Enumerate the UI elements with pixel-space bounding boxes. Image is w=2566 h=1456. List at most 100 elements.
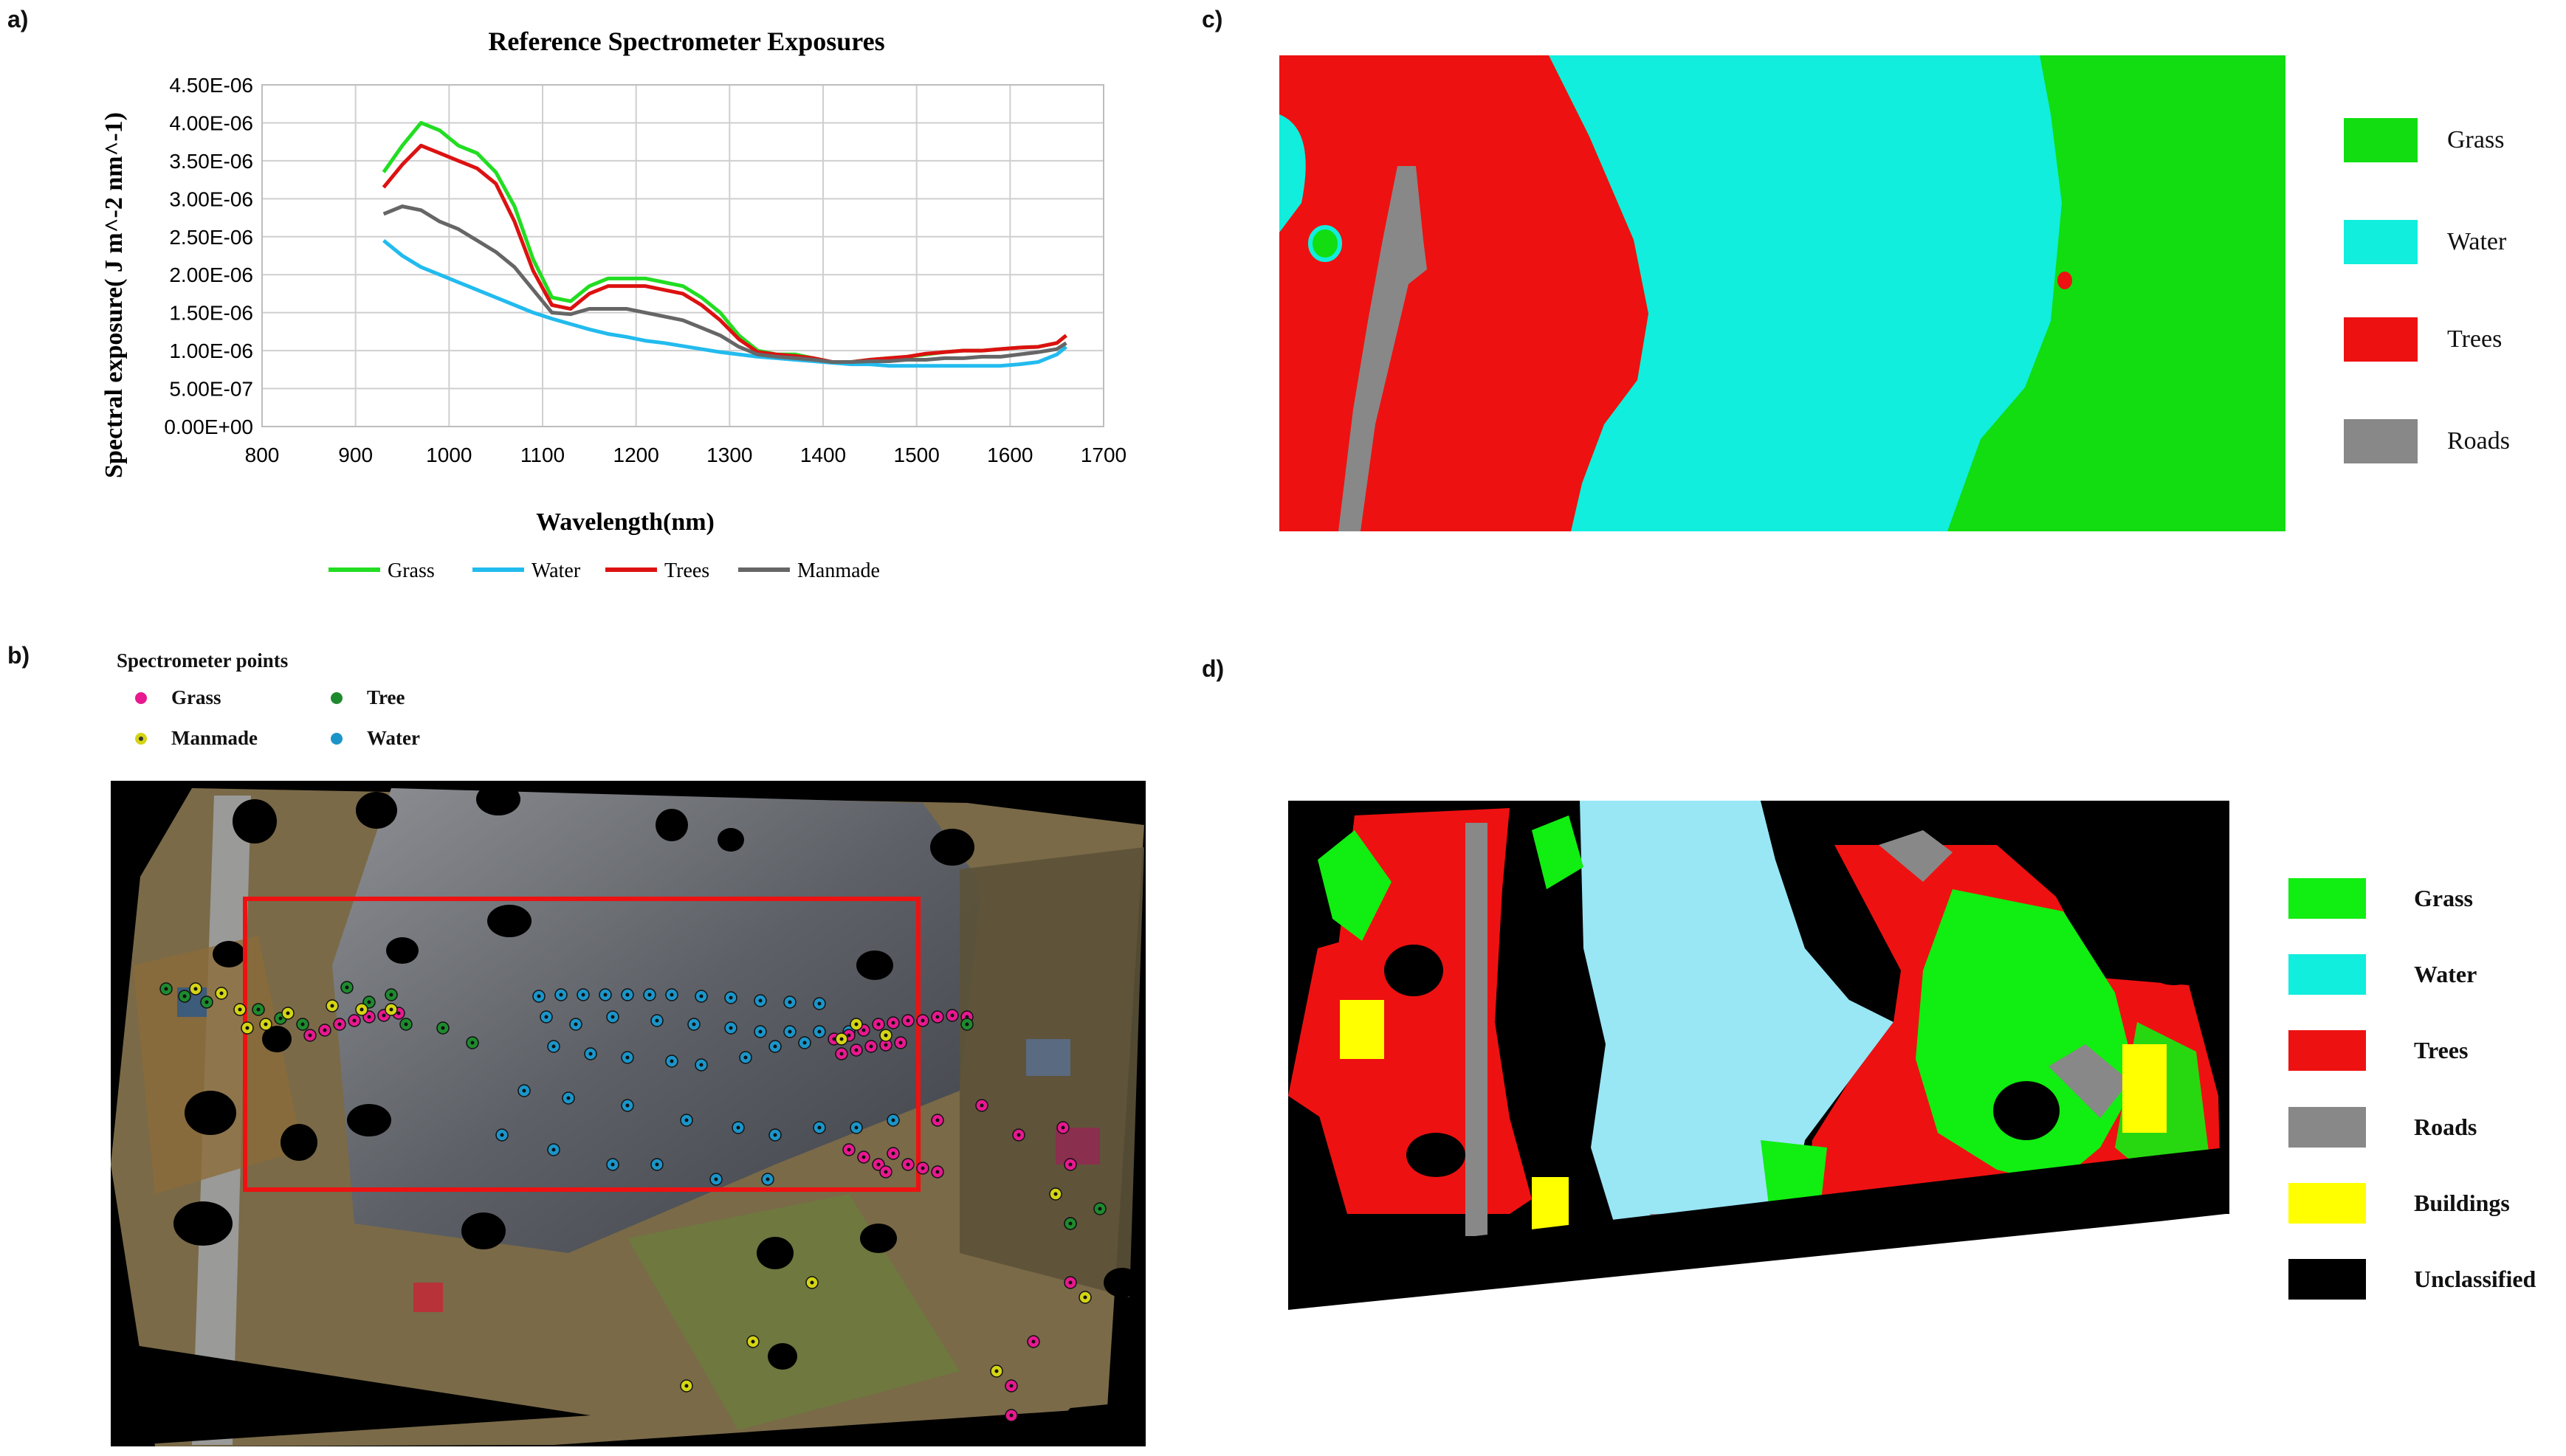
spectrometer-point-center: [500, 1133, 504, 1137]
legend-entry-trees: Trees: [605, 559, 709, 582]
panel-label-a: a): [7, 6, 29, 32]
y-tick-label: 5.00E-07: [169, 378, 253, 401]
spectrometer-point-center: [839, 1037, 844, 1041]
spectrometer-point-center: [684, 1384, 689, 1388]
x-tick-label: 1300: [706, 444, 752, 466]
spectrometer-point-center: [817, 1125, 822, 1130]
legend-item-manmade: Manmade: [133, 727, 258, 750]
spectrometer-point-center: [965, 1015, 969, 1019]
x-tick-label: 1400: [800, 444, 846, 466]
spectrometer-point-center: [389, 993, 393, 997]
spectrometer-point-center: [574, 1022, 578, 1027]
panel-label-c: c): [1202, 6, 1223, 32]
x-tick-label: 1200: [613, 444, 659, 466]
legend-item-grass: Grass: [2344, 118, 2504, 162]
spectrometer-point-center: [980, 1103, 984, 1108]
legend-label: Unclassified: [2414, 1266, 2536, 1292]
spectrometer-point-center: [891, 1118, 895, 1122]
spectrometer-point-center: [182, 994, 187, 998]
spectrometer-point-center: [817, 1001, 822, 1006]
spectrometer-point-center: [743, 1055, 748, 1060]
spectrometer-point-center: [396, 1011, 401, 1015]
spectrometer-point-center: [441, 1026, 445, 1030]
spectrometer-point-center: [773, 1133, 777, 1137]
spectrometer-point-center: [876, 1022, 881, 1027]
roads-swatch: [2288, 1107, 2366, 1148]
legend-item-trees: Trees: [2344, 317, 2502, 362]
legend-entry-manmade: Manmade: [738, 559, 880, 582]
series-line-trees: [382, 143, 1067, 365]
spectrometer-point-center: [559, 993, 563, 997]
panel-c-map: [1279, 55, 2285, 531]
series-line-manmade: [382, 204, 1067, 365]
spectrometer-point-center: [625, 993, 630, 997]
spectrometer-point-center: [300, 1022, 305, 1027]
chart-legend: Grass Water Trees Manmade: [329, 559, 880, 582]
legend-label: Tree: [367, 686, 405, 708]
legend-item-grass: Grass: [2288, 878, 2473, 919]
spectrometer-point-center: [323, 1028, 327, 1032]
spectrometer-point-center: [729, 1026, 733, 1030]
spectrometer-point-center: [330, 1004, 334, 1008]
legend-item-roads: Roads: [2288, 1107, 2477, 1148]
spectrometer-point-center: [802, 1041, 807, 1045]
y-tick-label: 1.00E-06: [169, 339, 253, 362]
spectrometer-point-center: [935, 1015, 940, 1019]
roads-swatch: [2344, 419, 2418, 463]
spectrometer-point-center: [950, 1013, 954, 1018]
y-tick-labels: 0.00E+00 5.00E-07 1.00E-06 1.50E-06 2.00E-06…: [164, 74, 253, 438]
panel-d-map: [1288, 801, 2229, 1413]
panel-b-legend-title: Spectrometer points: [117, 649, 289, 672]
spectrometer-point-center: [766, 1177, 770, 1181]
spectrometer-point-center: [581, 993, 585, 997]
legend-label: Grass: [388, 559, 435, 582]
y-tick-label: 3.50E-06: [169, 150, 253, 173]
spectrometer-point-center: [994, 1369, 999, 1373]
spectrometer-point-center: [810, 1280, 814, 1285]
y-tick-label: 4.50E-06: [169, 74, 253, 97]
spectrometer-point-center: [655, 1162, 659, 1167]
x-tick-label: 1600: [987, 444, 1033, 466]
y-tick-label: 4.00E-06: [169, 111, 253, 134]
legend-entry-grass: Grass: [329, 559, 435, 582]
spectrometer-point-center: [729, 996, 733, 1000]
spectrometer-point-center: [854, 1022, 859, 1027]
spectrometer-point-center: [308, 1033, 312, 1038]
spectrometer-point-center: [537, 994, 541, 998]
legend-item-trees: Trees: [2288, 1030, 2468, 1071]
legend-entry-water: Water: [472, 559, 581, 582]
spectrometer-point-center: [551, 1148, 556, 1152]
spectrometer-point-center: [788, 1029, 792, 1034]
spectrometer-point-center: [670, 1059, 674, 1063]
x-tick-label: 1500: [894, 444, 940, 466]
panel-c-legend: Grass Water Trees Roads: [2344, 111, 2550, 494]
spectrometer-point-center: [817, 1029, 822, 1034]
spectrometer-point-center: [684, 1118, 689, 1122]
legend-label: Trees: [664, 559, 709, 582]
panel-label-b: b): [7, 642, 30, 669]
spectrometer-point-center: [1031, 1339, 1036, 1344]
y-tick-label: 0.00E+00: [164, 415, 253, 438]
legend-label: Manmade: [797, 559, 880, 582]
spectrometer-point-center: [891, 1151, 895, 1156]
x-tick-label: 1100: [520, 444, 565, 466]
spectrometer-point-center: [876, 1162, 881, 1167]
spectrometer-point-center: [884, 1043, 888, 1047]
spectrometer-point-center: [839, 1052, 844, 1056]
spectrometer-point-center: [1009, 1413, 1014, 1418]
trees-swatch: [2288, 1030, 2366, 1071]
spectrometer-point-center: [714, 1177, 718, 1181]
spectrometer-point-center: [861, 1028, 866, 1032]
legend-label: Grass: [2414, 885, 2473, 911]
spectrometer-point-center: [603, 993, 608, 997]
spectrometer-point-center: [588, 1052, 593, 1056]
spectrometer-point-center: [345, 985, 349, 990]
legend-item-unclassified: Unclassified: [2288, 1259, 2536, 1300]
spectrometer-point-center: [566, 1096, 571, 1100]
series-lines: [382, 120, 1067, 368]
y-axis-label: Spectral exposure( J m^-2 nm^-1): [100, 112, 128, 478]
spectrometer-point-center: [544, 1015, 548, 1019]
buildings-swatch: [2288, 1183, 2366, 1224]
spectrometer-point-center: [898, 1041, 903, 1045]
spectrometer-point-center: [625, 1055, 630, 1060]
